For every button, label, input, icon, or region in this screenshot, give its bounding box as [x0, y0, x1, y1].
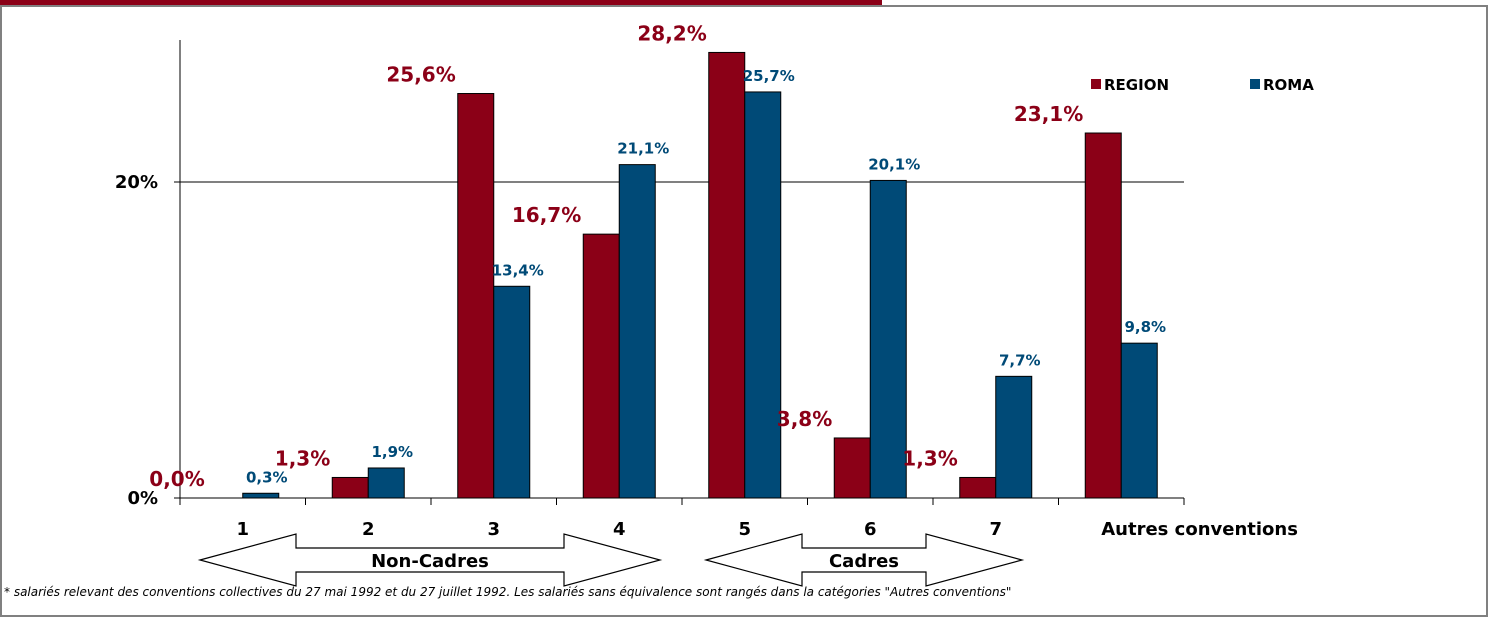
y-tick-label: 0%: [127, 488, 158, 509]
legend-swatch: [1091, 79, 1101, 89]
group-arrow: [197, 533, 663, 587]
x-tick-label: 3: [487, 519, 500, 540]
data-label-roma: 21,1%: [617, 140, 669, 158]
data-label-region: 23,1%: [1014, 102, 1083, 126]
bar-roma: [493, 285, 531, 499]
bar-roma: [744, 91, 782, 499]
data-label-roma: 7,7%: [999, 351, 1041, 369]
data-label-roma: 13,4%: [492, 261, 544, 279]
x-tick-label: 7: [989, 519, 1002, 540]
bar-roma: [995, 375, 1033, 499]
bar-region: [582, 233, 620, 499]
bar-region: [457, 93, 495, 499]
data-label-region: 1,3%: [902, 446, 957, 470]
data-label-roma: 9,8%: [1124, 318, 1166, 336]
data-label-roma: 20,1%: [868, 155, 920, 173]
bar-roma: [869, 179, 907, 499]
bar-roma: [367, 467, 405, 499]
data-label-roma: 25,7%: [743, 67, 795, 85]
data-label-region: 25,6%: [386, 63, 455, 87]
group-label: Cadres: [829, 551, 899, 572]
legend-label: ROMA: [1263, 76, 1314, 94]
group-arrow: [703, 533, 1025, 587]
x-tick-label: 6: [864, 519, 877, 540]
x-tick-label: 4: [613, 519, 626, 540]
legend: REGION ROMA: [1091, 76, 1314, 94]
data-label-roma: 0,3%: [246, 468, 288, 486]
x-tick-label: Autres conventions: [1101, 519, 1298, 540]
data-label-region: 28,2%: [637, 21, 706, 45]
group-label: Non-Cadres: [371, 551, 489, 572]
data-label-region: 0,0%: [149, 467, 204, 491]
bar-region: [833, 437, 871, 499]
x-tick-label: 2: [362, 519, 375, 540]
y-tick-label: 20%: [115, 172, 158, 193]
bar-region: [331, 476, 369, 499]
x-tick-label: 1: [236, 519, 249, 540]
x-tick-label: 5: [738, 519, 751, 540]
category-groups: Non-Cadres Cadres: [197, 533, 1025, 587]
data-label-region: 1,3%: [275, 446, 330, 470]
footnote: * salariés relevant des conventions coll…: [4, 585, 1012, 599]
bar-region: [959, 476, 997, 499]
bar-region: [708, 51, 746, 499]
data-label-region: 3,8%: [777, 407, 832, 431]
frame-border: [0, 5, 1488, 617]
legend-label: REGION: [1104, 76, 1169, 94]
bar-roma: [242, 492, 280, 499]
data-label-roma: 1,9%: [371, 443, 413, 461]
legend-swatch: [1250, 79, 1260, 89]
bar-roma: [1120, 342, 1158, 499]
header-bar: [0, 0, 882, 6]
bar-roma: [618, 164, 656, 499]
bar-region: [1084, 132, 1122, 499]
data-label-region: 16,7%: [512, 203, 581, 227]
